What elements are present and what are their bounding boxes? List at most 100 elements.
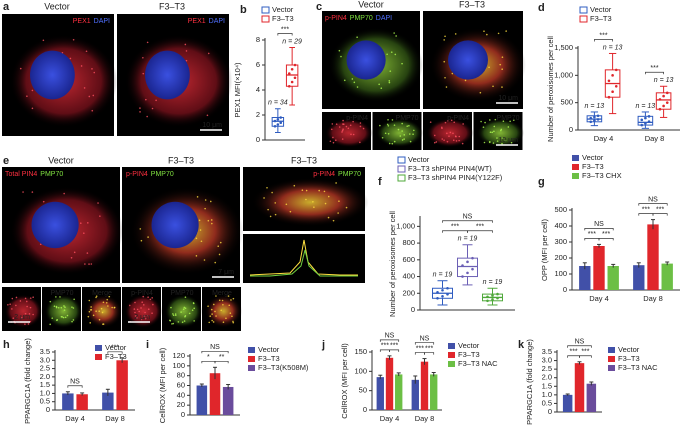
puncta <box>139 228 142 230</box>
significance-bracket <box>67 385 83 388</box>
puncta <box>380 87 383 90</box>
puncta <box>184 315 186 318</box>
puncta <box>356 86 359 88</box>
legend-swatch <box>397 156 406 164</box>
dot <box>446 292 449 296</box>
puncta <box>143 315 146 318</box>
puncta <box>89 309 92 311</box>
puncta <box>27 323 30 325</box>
stain-word: PMP70 <box>338 171 361 178</box>
significance-label: *** <box>451 224 459 231</box>
puncta <box>352 133 355 136</box>
dot <box>446 286 449 290</box>
puncta <box>211 313 213 315</box>
puncta <box>102 323 105 325</box>
puncta <box>458 139 460 142</box>
puncta <box>274 202 277 204</box>
puncta <box>483 30 485 33</box>
stain-label: p-PIN4 PMP70 <box>126 171 174 178</box>
puncta <box>60 315 63 318</box>
cell-signal <box>164 294 203 328</box>
dot <box>466 260 469 264</box>
stain-word: DAPI <box>209 18 225 25</box>
stain-label: p-PIN4 PMP70 <box>313 171 361 178</box>
puncta <box>489 131 492 133</box>
puncta <box>24 297 27 300</box>
puncta <box>184 43 187 46</box>
puncta <box>151 312 153 315</box>
puncta <box>220 309 223 312</box>
inset-label: p-PIN4 <box>447 115 469 122</box>
dot <box>293 76 297 80</box>
puncta <box>378 83 380 86</box>
inset-label: p-PIN4 <box>131 290 153 297</box>
puncta <box>15 296 18 299</box>
puncta <box>480 120 482 123</box>
puncta <box>342 128 344 131</box>
puncta <box>229 312 232 314</box>
scale-label: 2 μm <box>134 314 150 321</box>
puncta <box>448 135 450 138</box>
y-tick-label: 200 <box>554 253 567 262</box>
significance-bracket <box>214 360 229 364</box>
y-axis-label: Number of peroxisomes per cell <box>388 211 397 317</box>
puncta <box>450 119 453 122</box>
puncta <box>504 139 507 142</box>
puncta <box>26 95 28 98</box>
significance-label: *** <box>569 349 577 356</box>
puncta <box>388 81 391 84</box>
cell-signal <box>375 118 423 148</box>
puncta <box>64 306 66 309</box>
legend-swatch <box>95 345 102 351</box>
puncta <box>111 306 113 309</box>
puncta <box>335 123 338 126</box>
puncta <box>444 76 446 79</box>
legend-label: F3–T3 NAC <box>458 359 498 368</box>
puncta <box>144 311 146 314</box>
bar <box>607 266 619 290</box>
dot <box>461 264 464 267</box>
scale-label: 10 μm <box>202 122 222 129</box>
puncta <box>101 311 104 314</box>
puncta <box>113 306 116 309</box>
puncta <box>403 138 405 140</box>
puncta <box>225 317 227 320</box>
puncta <box>332 219 335 222</box>
dot <box>290 67 294 71</box>
puncta <box>191 309 194 311</box>
column-header: F3–T3 <box>159 1 185 11</box>
panel-letter: i <box>146 339 149 351</box>
puncta <box>496 140 499 142</box>
bar <box>420 361 429 410</box>
puncta <box>479 91 482 94</box>
legend-label: F3–T3 <box>590 14 612 23</box>
puncta <box>384 132 387 135</box>
puncta <box>443 39 445 41</box>
n-label: n = 29 <box>282 38 302 45</box>
dot <box>436 296 439 300</box>
legend-label: F3–T3 shPIN4 PIN4(Y122F) <box>408 173 503 182</box>
y-tick-label: 0 <box>569 125 573 134</box>
puncta <box>263 197 265 199</box>
legend-swatch <box>261 15 270 23</box>
scale-label: 10 μm <box>498 95 518 102</box>
y-tick-label: 400 <box>554 221 567 230</box>
puncta <box>403 134 406 136</box>
puncta <box>230 299 232 301</box>
dot <box>276 117 280 121</box>
dot <box>486 295 489 299</box>
significance-bracket <box>638 213 654 216</box>
y-tick-label: 0 <box>563 285 567 294</box>
stain-word: PMP70 <box>350 15 373 22</box>
y-axis-label: CellROX (MFI per cell) <box>340 343 349 419</box>
puncta <box>393 124 396 126</box>
bar <box>633 265 645 290</box>
puncta <box>63 309 66 311</box>
y-tick-label: 2 <box>256 110 260 119</box>
legend-label: Vector <box>590 5 612 14</box>
puncta <box>356 36 358 39</box>
puncta <box>149 298 152 301</box>
puncta <box>97 202 99 204</box>
puncta <box>391 119 394 121</box>
significance-bracket <box>567 355 580 358</box>
